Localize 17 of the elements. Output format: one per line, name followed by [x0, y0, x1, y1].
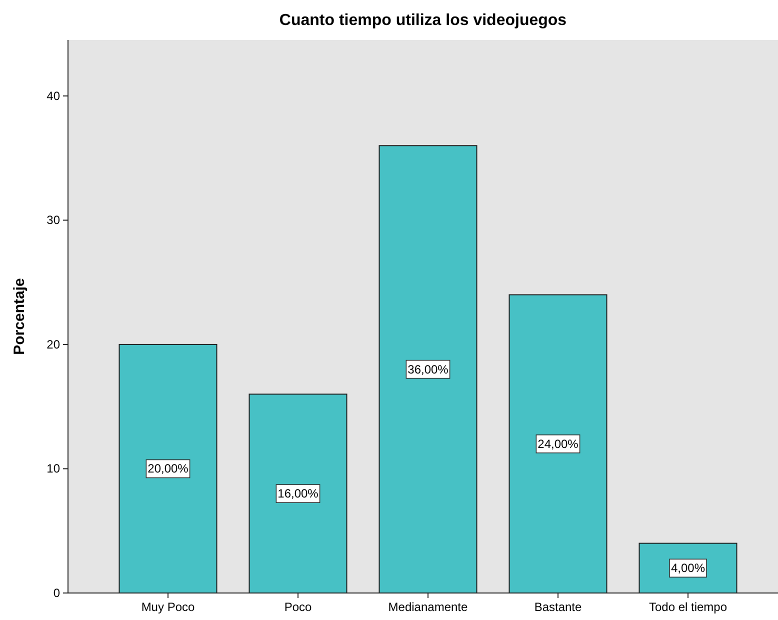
x-tick-label: Poco — [284, 600, 312, 614]
data-label: 24,00% — [538, 436, 579, 451]
y-tick-label: 30 — [46, 213, 60, 228]
x-tick-label: Todo el tiempo — [648, 600, 728, 614]
x-tick-label: Muy Poco — [141, 600, 195, 614]
y-axis-title: Porcentaje — [11, 278, 28, 355]
data-label: 4,00% — [670, 561, 706, 576]
chart-title: Cuanto tiempo utiliza los videojuegos — [279, 12, 567, 29]
y-tick-label: 10 — [46, 462, 60, 476]
data-label: 16,00% — [278, 486, 319, 501]
data-label: 36,00% — [408, 362, 449, 376]
data-label: 20,00% — [148, 462, 189, 476]
y-tick-label: 40 — [46, 88, 60, 103]
x-tick-label: Medianamente — [388, 600, 468, 614]
y-tick-label: 0 — [53, 586, 60, 600]
y-tick-label: 20 — [46, 337, 60, 352]
x-tick-label: Bastante — [534, 600, 582, 614]
